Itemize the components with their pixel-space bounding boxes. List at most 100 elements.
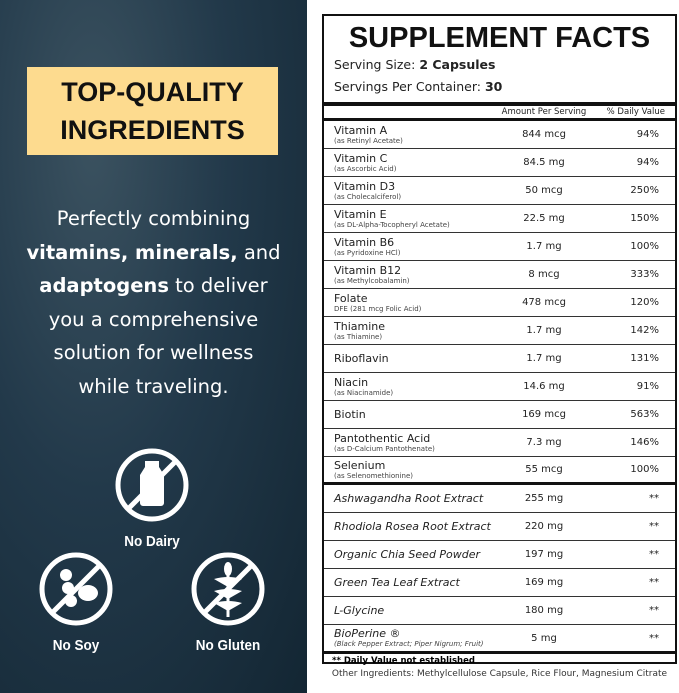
- nutrient-name: Vitamin A: [334, 123, 388, 137]
- nutrient-name-cell: Ashwagandha Root Extract: [324, 491, 499, 505]
- daily-value: 250%: [630, 185, 659, 196]
- nutrient-name-cell: BioPerine ® (Black Pepper Extract; Piper …: [324, 627, 499, 649]
- nutrient-name: BioPerine ®: [334, 627, 401, 640]
- daily-value: 120%: [630, 297, 659, 308]
- header-amount: Amount Per Serving: [501, 107, 587, 117]
- footnote: ** Daily Value not established: [332, 656, 475, 666]
- nutrient-source: (as Ascorbic Acid): [334, 164, 397, 173]
- nutrient-name-cell: Vitamin B6 (as Pyridoxine HCl): [324, 235, 499, 257]
- amount: 22.5 mg: [523, 213, 565, 224]
- nutrient-name: Vitamin B12: [334, 263, 402, 277]
- daily-value: 131%: [630, 353, 659, 364]
- table-row: Organic Chia Seed Powder 197 mg **: [324, 541, 675, 569]
- headline-badge: TOP-QUALITY INGREDIENTS: [27, 67, 278, 155]
- desc-text: to deliver: [168, 274, 268, 297]
- nutrient-name-cell: Vitamin D3 (as Cholecalciferol): [324, 180, 499, 201]
- amount: 220 mg: [524, 521, 564, 532]
- daily-value: 94%: [636, 129, 659, 140]
- table-header: Amount Per Serving % Daily Value: [324, 102, 675, 121]
- amount: 8 mcg: [528, 269, 560, 280]
- desc-line: adaptogens to deliver: [0, 269, 307, 303]
- nutrient-name-cell: Thiamine (as Thiamine): [324, 319, 499, 341]
- serving-size-label: Serving Size:: [334, 57, 416, 72]
- daily-value: **: [649, 549, 659, 560]
- nutrient-name: Thiamine: [334, 319, 385, 333]
- nutrient-source: (as Pyridoxine HCl): [334, 248, 401, 257]
- daily-value: 142%: [630, 325, 659, 336]
- servings-label: Servings Per Container:: [334, 79, 481, 94]
- no-soy-label: No Soy: [52, 637, 100, 654]
- nutrient-name: Organic Chia Seed Powder: [334, 547, 481, 561]
- amount: 1.7 mg: [526, 325, 562, 336]
- desc-line: solution for wellness: [53, 341, 254, 364]
- daily-value: 91%: [636, 381, 659, 392]
- desc-bold: adaptogens: [39, 274, 169, 297]
- nutrient-name-cell: Folate DFE (281 mcg Folic Acid): [324, 291, 499, 313]
- nutrient-name-cell: Riboflavin: [324, 351, 499, 365]
- table-row: Selenium (as Selenomethionine) 55 mcg 100%: [324, 457, 675, 485]
- amount: 180 mg: [524, 605, 564, 616]
- nutrient-name: Folate: [334, 291, 368, 305]
- supplement-facts-panel: SUPPLEMENT FACTS Serving Size: 2 Capsule…: [322, 14, 677, 666]
- nutrient-name-cell: L-Glycine: [324, 604, 499, 617]
- nutrient-source: (as Cholecalciferol): [334, 192, 402, 201]
- nutrient-name: Rhodiola Rosea Root Extract: [334, 519, 491, 533]
- nutrient-name-cell: Organic Chia Seed Powder: [324, 547, 499, 561]
- description: Perfectly combining vitamins, minerals, …: [0, 202, 307, 403]
- nutrient-name-cell: Vitamin E (as DL-Alpha-Tocopheryl Acetate…: [324, 207, 499, 229]
- headline-line: INGREDIENTS: [60, 115, 245, 145]
- table-row: Vitamin A (as Retinyl Acetate) 844 mcg 94%: [324, 121, 675, 149]
- table-row: Pantothentic Acid (as D-Calcium Pantothen…: [324, 429, 675, 457]
- vitamins-list: Vitamin A (as Retinyl Acetate) 844 mcg 94% V…: [324, 121, 675, 485]
- no-dairy-icon: [115, 448, 189, 522]
- table-row: Green Tea Leaf Extract 169 mg **: [324, 569, 675, 597]
- table-row: L-Glycine 180 mg **: [324, 597, 675, 625]
- daily-value: 563%: [630, 409, 659, 420]
- daily-value: **: [649, 577, 659, 588]
- desc-line: vitamins, minerals, and: [0, 236, 307, 270]
- daily-value: **: [649, 521, 659, 532]
- nutrient-source: DFE (281 mcg Folic Acid): [334, 304, 422, 313]
- facts-title: SUPPLEMENT FACTS: [348, 22, 651, 54]
- other-ingredients: Other Ingredients: Methylcellulose Capsu…: [331, 669, 668, 679]
- nutrient-source: (as Retinyl Acetate): [334, 136, 403, 145]
- nutrient-source: (as Niacinamide): [334, 388, 394, 397]
- table-row: BioPerine ® (Black Pepper Extract; Piper …: [324, 625, 675, 654]
- amount: 169 mcg: [522, 409, 566, 420]
- nutrient-source: (Black Pepper Extract; Piper Nigrum; Fru…: [334, 640, 484, 648]
- nutrient-name: Vitamin B6: [334, 235, 395, 249]
- nutrient-name: Vitamin E: [334, 207, 387, 221]
- desc-bold: vitamins, minerals,: [26, 240, 238, 264]
- amount: 84.5 mg: [523, 157, 565, 168]
- daily-value: **: [649, 605, 659, 616]
- table-row: Vitamin B6 (as Pyridoxine HCl) 1.7 mg 100%: [324, 233, 675, 261]
- table-row: Folate DFE (281 mcg Folic Acid) 478 mcg 120…: [324, 289, 675, 317]
- amount: 55 mcg: [525, 464, 563, 475]
- amount: 50 mcg: [525, 185, 563, 196]
- amount: 255 mg: [524, 493, 564, 504]
- no-dairy-label: No Dairy: [124, 533, 180, 550]
- table-row: Riboflavin 1.7 mg 131%: [324, 345, 675, 373]
- nutrient-source: (as DL-Alpha-Tocopheryl Acetate): [334, 220, 450, 229]
- nutrient-source: (as D-Calcium Pantothenate): [334, 444, 435, 453]
- nutrient-name: Biotin: [334, 407, 366, 421]
- nutrient-name: Pantothentic Acid: [334, 431, 431, 445]
- nutrient-name-cell: Vitamin C (as Ascorbic Acid): [324, 152, 499, 173]
- nutrient-name: Riboflavin: [334, 351, 389, 365]
- amount: 844 mcg: [522, 129, 566, 140]
- table-row: Niacin (as Niacinamide) 14.6 mg 91%: [324, 373, 675, 401]
- amount: 169 mg: [524, 577, 564, 588]
- table-row: Rhodiola Rosea Root Extract 220 mg **: [324, 513, 675, 541]
- promo-panel: TOP-QUALITY INGREDIENTS Perfectly combin…: [0, 0, 307, 693]
- amount: 14.6 mg: [523, 381, 565, 392]
- servings-value: 30: [484, 79, 503, 94]
- nutrient-name: Ashwagandha Root Extract: [334, 491, 484, 505]
- amount: 1.7 mg: [526, 241, 562, 252]
- headline-line: TOP-QUALITY: [61, 77, 244, 107]
- desc-line: while traveling.: [78, 374, 229, 398]
- table-row: Ashwagandha Root Extract 255 mg **: [324, 485, 675, 513]
- nutrient-source: (as Selenomethionine): [334, 471, 414, 480]
- amount: 197 mg: [524, 549, 564, 560]
- table-row: Vitamin B12 (as Methylcobalamin) 8 mcg 333%: [324, 261, 675, 289]
- daily-value: 333%: [630, 269, 659, 280]
